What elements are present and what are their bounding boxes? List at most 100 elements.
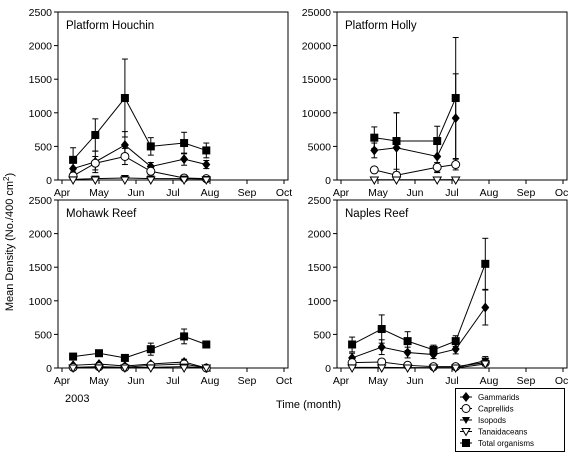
data-point	[451, 113, 460, 124]
y-tick-label: 1500	[308, 262, 332, 274]
x-tick-label: Aug	[201, 375, 220, 387]
x-tick-label: Aug	[480, 187, 499, 199]
series-line	[374, 97, 457, 142]
data-point	[481, 259, 490, 268]
data-point	[432, 162, 442, 172]
y-tick-label: 500	[34, 141, 52, 153]
legend-swatches: Gammarids Caprellids Isopods Tanaidaceans To…	[460, 392, 534, 448]
data-point	[376, 364, 387, 374]
legend-item: Isopods	[460, 416, 506, 425]
legend-item: Tanaidaceans	[460, 428, 527, 437]
series-line	[351, 307, 486, 359]
data-point	[120, 94, 129, 103]
y-tick-label: 2500	[308, 195, 332, 207]
x-tick-label: Jul	[166, 187, 179, 199]
legend: Gammarids Caprellids Isopods Tanaidaceans To…	[455, 388, 565, 452]
data-point	[69, 155, 78, 164]
data-point	[180, 139, 189, 148]
series-line	[352, 361, 486, 368]
data-point	[428, 364, 439, 374]
x-tick-label: Jun	[128, 187, 145, 199]
y-tick-label: 1500	[29, 262, 53, 274]
x-axis-label: Time (month)	[276, 399, 341, 411]
x-tick-label: Sep	[517, 375, 536, 387]
series-triangle-down-open	[68, 364, 212, 374]
axes: 0 5000 10000 15000 20000 25000 Apr May Jun Jul Aug…	[302, 7, 568, 199]
data-point	[377, 325, 386, 334]
data-point	[201, 176, 212, 186]
data-point	[433, 151, 442, 162]
x-tick-label: Jun	[128, 375, 145, 387]
legend-marker	[461, 404, 471, 413]
panel-title: Platform Houchin	[66, 20, 154, 32]
legend-label: Tanaidaceans	[478, 428, 527, 437]
series-line	[352, 363, 486, 369]
series-diamond	[348, 289, 490, 364]
y-tick-label: 10000	[302, 108, 331, 120]
x-tick-label: Oct	[276, 375, 292, 387]
legend-marker	[462, 417, 470, 424]
legend-label: Gammarids	[478, 393, 519, 402]
data-point	[90, 176, 101, 186]
data-point	[120, 364, 130, 374]
data-point	[370, 145, 379, 156]
x-tick-label: Sep	[517, 187, 536, 199]
data-point	[369, 165, 379, 175]
y-tick-label: 1500	[29, 74, 53, 86]
series-line	[374, 164, 456, 176]
axes: 0 500 1000 1500 2000 2500 Apr May Jun Jul Aug Sep Oc…	[308, 195, 568, 387]
y-axis-label: Mean Density (No./400 cm2)	[2, 173, 17, 311]
legend-label: Isopods	[478, 416, 506, 425]
x-tick-label: Aug	[480, 375, 499, 387]
data-point	[91, 130, 100, 139]
series-line	[351, 263, 486, 351]
y-tick-label: 0	[46, 175, 52, 187]
series-triangle-down-open	[347, 360, 491, 374]
x-tick-label: May	[89, 375, 110, 387]
legend-item: Total organisms	[460, 439, 534, 448]
x-tick-label: May	[368, 375, 389, 387]
y-tick-label: 500	[34, 329, 52, 341]
legend-label: Total organisms	[478, 439, 534, 448]
series-circle-open	[369, 158, 461, 180]
panel-title: Mohawk Reef	[66, 208, 137, 220]
legend-marker	[461, 428, 471, 437]
x-tick-label: Jul	[445, 375, 458, 387]
data-point	[202, 159, 211, 170]
y-tick-label: 2500	[29, 195, 53, 207]
data-point	[347, 364, 357, 374]
data-point	[391, 176, 402, 186]
series-line	[374, 117, 457, 158]
panel-naples-reef: Naples Reef 0 500 1000 1500 2000 2500 Apr May Ju…	[308, 195, 568, 387]
data-point	[68, 364, 78, 374]
data-point	[180, 154, 189, 165]
data-point	[403, 347, 412, 358]
y-tick-label: 15000	[302, 74, 331, 86]
y-tick-label: 0	[325, 363, 331, 375]
data-point	[402, 364, 413, 374]
series-circle-open	[68, 359, 211, 373]
data-point	[145, 176, 156, 186]
y-tick-label: 0	[325, 175, 331, 187]
series-circle-open	[68, 147, 211, 184]
axes: 0 500 1000 1500 2000 2500 Apr May Jun Jul Aug Sep Oc…	[29, 195, 293, 387]
y-tick-label: 2000	[308, 229, 332, 241]
series-line	[73, 366, 207, 369]
data-point	[180, 332, 189, 341]
data-marks	[347, 237, 491, 374]
data-point	[179, 364, 189, 374]
data-point	[432, 176, 443, 186]
y-tick-label: 1000	[29, 108, 53, 120]
data-point	[369, 176, 380, 186]
y-tick-label: 2000	[29, 229, 53, 241]
x-tick-label: Apr	[54, 375, 71, 387]
y-tick-label: 0	[46, 363, 52, 375]
panel-platform-holly: Platform Holly 0 5000 10000 15000 20000 25000…	[302, 7, 568, 199]
data-point	[451, 337, 460, 346]
data-point	[179, 176, 189, 186]
data-point	[146, 166, 156, 176]
data-point	[146, 345, 155, 354]
series-triangle-down-filled	[348, 356, 490, 372]
panel-title: Naples Reef	[345, 208, 409, 220]
